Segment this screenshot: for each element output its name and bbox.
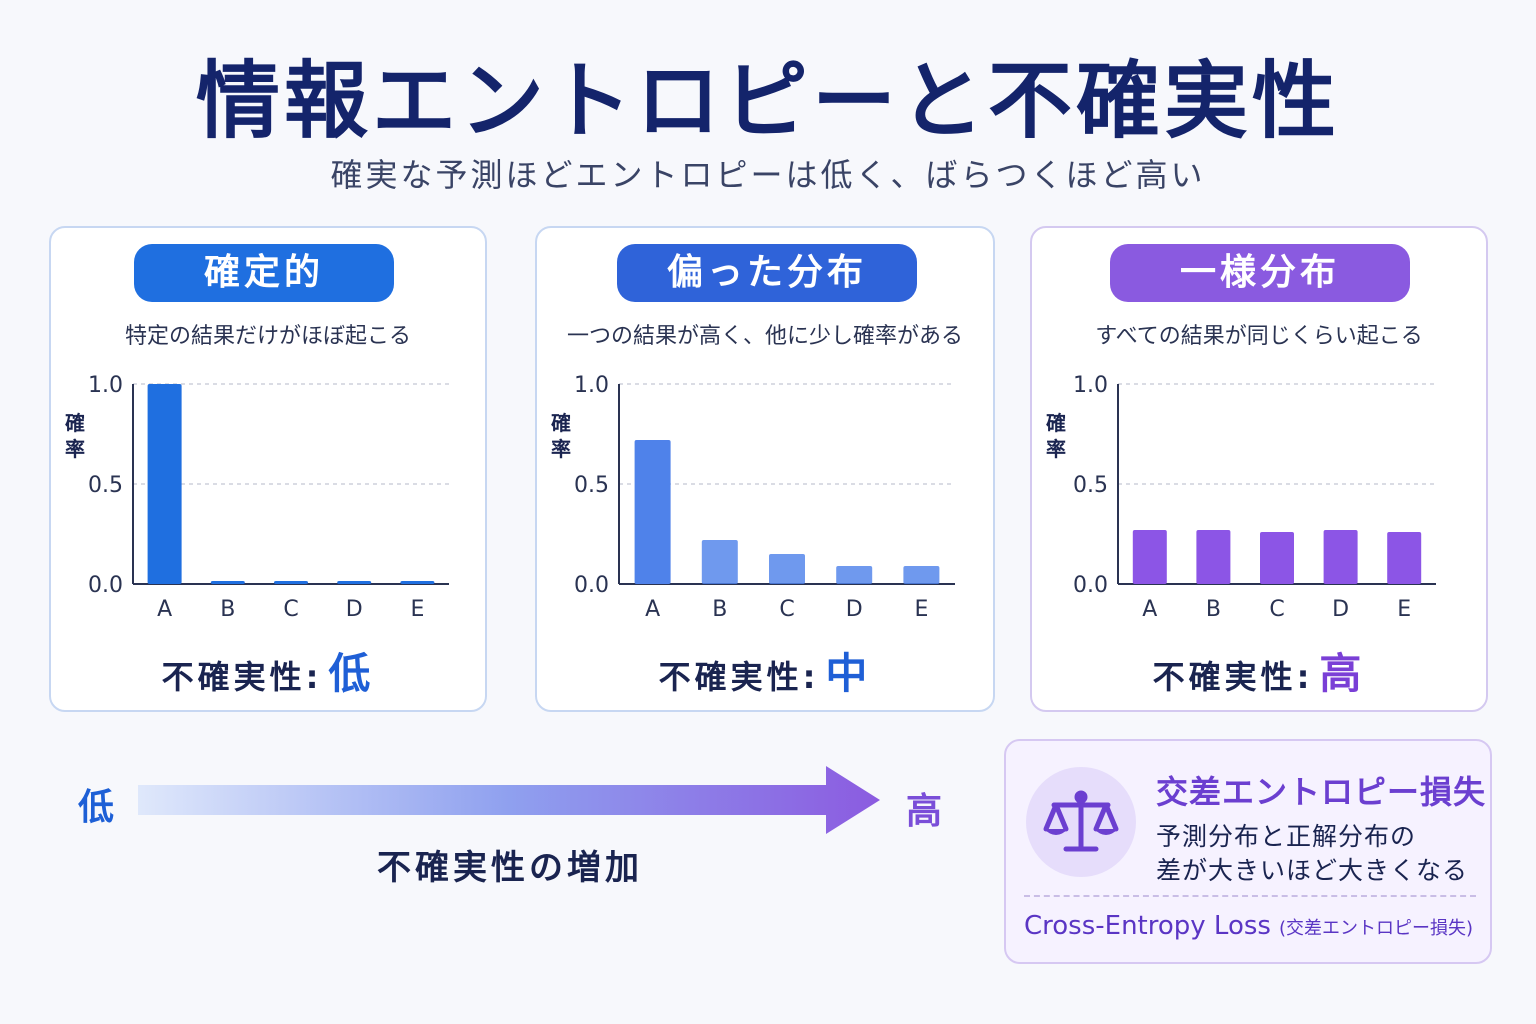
- bar-a: [1132, 530, 1167, 584]
- bar-e: [903, 566, 940, 584]
- x-tick-label: E: [410, 597, 424, 622]
- card-label: 偏った分布: [617, 244, 917, 302]
- page-title: 情報エントロピーと不確実性: [195, 52, 1340, 150]
- x-tick-label: E: [1397, 597, 1411, 622]
- cross-entropy-title: 交差エントロピー損失: [1156, 773, 1487, 811]
- x-tick-label: C: [283, 597, 298, 622]
- uncertainty-level: 中: [825, 649, 872, 698]
- cross-entropy-panel: 交差エントロピー損失 予測分布と正解分布の 差が大きいほど大きくなる Cross…: [1004, 739, 1492, 964]
- uncertainty-label: 不確実性:: [1152, 658, 1314, 696]
- x-tick-label: B: [220, 597, 235, 622]
- y-tick-label: 0.5: [1073, 473, 1108, 498]
- y-axis-label: 確: [1046, 411, 1066, 435]
- bar-c: [1260, 532, 1294, 584]
- y-tick-label: 0.0: [574, 573, 609, 598]
- footer-text: Cross-Entropy Loss: [1024, 911, 1271, 941]
- bar-d: [836, 566, 873, 584]
- card-skewed: 偏った分布 一つの結果が高く、他に少し確率がある 0.0 0.5 1.0 確率 A B C D…: [535, 226, 995, 712]
- scale-icon: [1026, 767, 1136, 877]
- bar-c: [274, 581, 308, 584]
- x-tick-label: B: [712, 597, 727, 622]
- footer-note: (交差エントロピー損失): [1278, 918, 1474, 939]
- x-tick-label: A: [157, 597, 172, 622]
- bar-b: [1196, 530, 1231, 584]
- y-axis-label: 率: [551, 437, 571, 461]
- bar-a: [634, 440, 671, 584]
- card-label: 確定的: [134, 244, 394, 302]
- divider: [1024, 895, 1476, 897]
- arrow-caption: 不確実性の増加: [377, 848, 643, 888]
- y-tick-label: 0.5: [88, 473, 123, 498]
- bar-c: [769, 554, 805, 584]
- uncertainty-row: 不確実性: 中: [537, 640, 993, 701]
- x-tick-label: C: [779, 597, 794, 622]
- bar-e: [1387, 532, 1422, 584]
- card-deterministic: 確定的 特定の結果だけがほぼ起こる 0.0 0.5 1.0 確率 A B C D E 不確実性:…: [49, 226, 487, 712]
- x-tick-label: C: [1269, 597, 1284, 622]
- uncertainty-row: 不確実性: 高: [1032, 640, 1486, 701]
- bar-b: [210, 581, 245, 584]
- bar-d: [337, 581, 372, 584]
- card-description: 特定の結果だけがほぼ起こる: [124, 324, 411, 349]
- card-uniform: 一様分布 すべての結果が同じくらい起こる 0.0 0.5 1.0 確率 A B C D E 不確…: [1030, 226, 1488, 712]
- y-axis-label: 確: [65, 411, 85, 435]
- arrow-high-label: 高: [906, 791, 943, 832]
- uncertainty-level: 高: [1319, 649, 1366, 698]
- uncertainty-arrow: [138, 766, 880, 834]
- y-axis-label: 率: [1046, 437, 1066, 461]
- uncertainty-row: 不確実性: 低: [51, 640, 485, 701]
- card-label: 一様分布: [1110, 244, 1410, 302]
- x-tick-label: D: [1332, 597, 1349, 622]
- uncertainty-label: 不確実性:: [161, 658, 323, 696]
- uncertainty-label: 不確実性:: [658, 658, 820, 696]
- x-tick-label: E: [914, 597, 928, 622]
- card-description: 一つの結果が高く、他に少し確率がある: [566, 324, 963, 349]
- y-axis-label: 確: [551, 411, 571, 435]
- uncertainty-level: 低: [328, 649, 375, 698]
- arrow-low-label: 低: [78, 787, 115, 828]
- bar-d: [1323, 530, 1358, 584]
- page-subtitle: 確実な予測ほどエントロピーは低く、ばらつくほど高い: [330, 156, 1206, 194]
- cross-entropy-line1: 予測分布と正解分布の: [1156, 822, 1417, 851]
- bar-b: [701, 540, 738, 584]
- y-axis-label: 率: [65, 437, 85, 461]
- y-tick-label: 1.0: [574, 373, 609, 398]
- chart-skewed: 0.0 0.5 1.0確率 A B C D E: [551, 373, 955, 622]
- chart-uniform: 0.0 0.5 1.0 確率 A B C D E: [1046, 373, 1436, 622]
- bar-a: [147, 384, 182, 584]
- y-tick-label: 1.0: [1073, 373, 1108, 398]
- cross-entropy-line2: 差が大きいほど大きくなる: [1156, 856, 1469, 885]
- bar-e: [400, 581, 435, 584]
- card-description: すべての結果が同じくらい起こる: [1095, 324, 1423, 349]
- x-tick-label: D: [346, 597, 363, 622]
- chart-deterministic: 0.0 0.5 1.0確率 A B C D E: [65, 373, 449, 622]
- y-tick-label: 1.0: [88, 373, 123, 398]
- x-tick-label: A: [1142, 597, 1157, 622]
- y-tick-label: 0.0: [1073, 573, 1108, 598]
- x-tick-label: B: [1206, 597, 1221, 622]
- y-tick-label: 0.5: [574, 473, 609, 498]
- x-tick-label: A: [645, 597, 660, 622]
- x-tick-label: D: [846, 597, 863, 622]
- cross-entropy-footer: Cross-Entropy Loss (交差エントロピー損失): [1024, 911, 1473, 941]
- y-tick-label: 0.0: [88, 573, 123, 598]
